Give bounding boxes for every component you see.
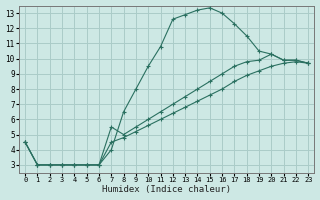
X-axis label: Humidex (Indice chaleur): Humidex (Indice chaleur) [102,185,231,194]
